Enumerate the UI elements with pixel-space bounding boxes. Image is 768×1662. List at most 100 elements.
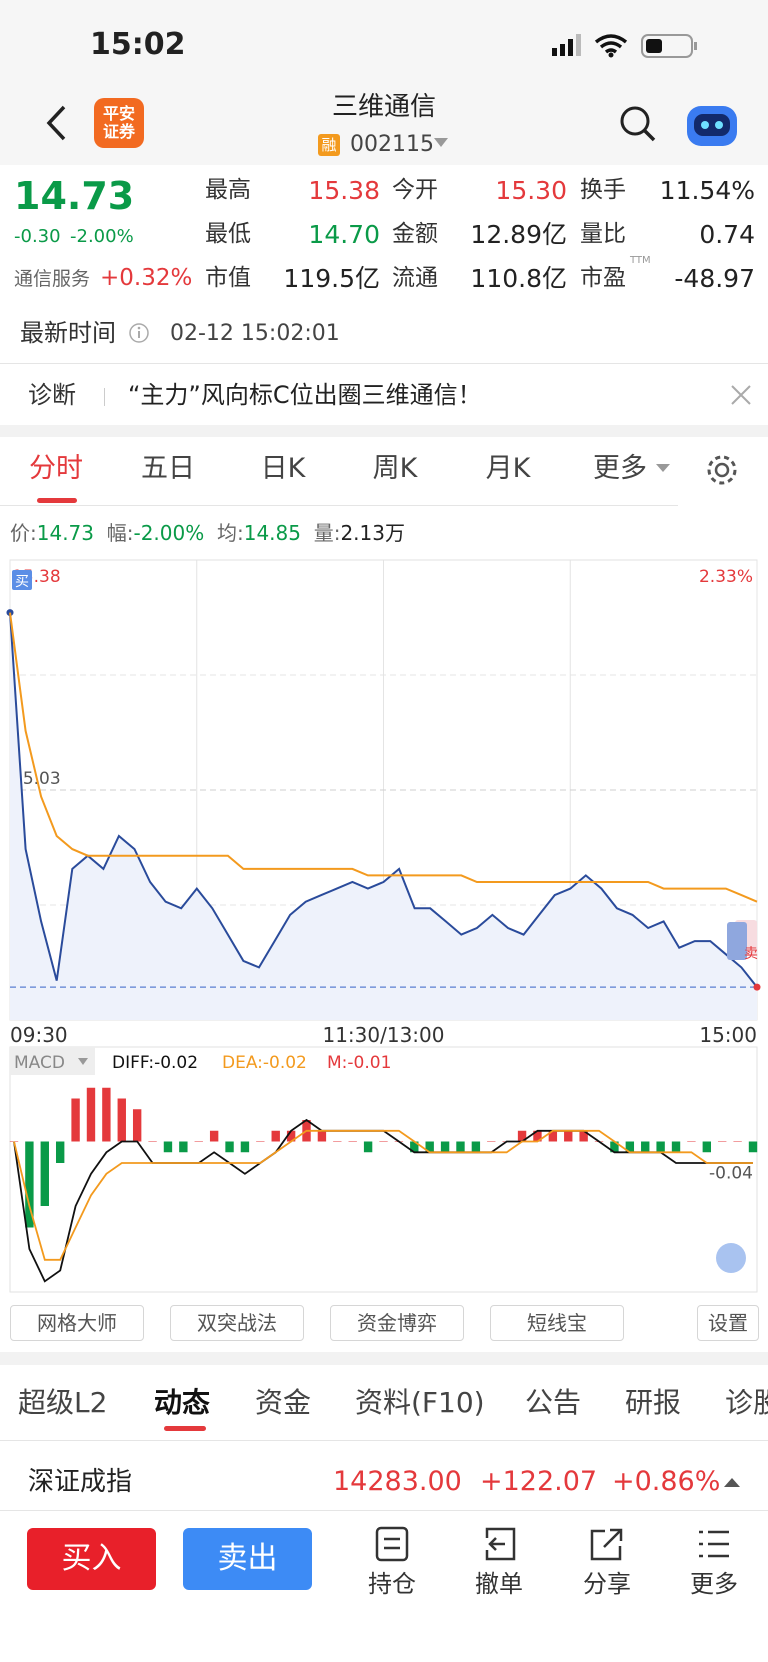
macd-bar <box>271 1130 280 1142</box>
trade-mark: 买 <box>15 574 29 590</box>
news-tab[interactable]: 公告 <box>525 1386 582 1419</box>
news-tab-clip: 诊股 <box>725 1389 768 1417</box>
summary-value: 14.85 <box>243 521 301 545</box>
expand-arrow[interactable] <box>724 1476 740 1488</box>
macd-bar <box>225 1141 234 1153</box>
search-button[interactable] <box>618 104 658 144</box>
summary-value: -2.00% <box>133 521 205 545</box>
open-dot <box>6 609 14 617</box>
macd-bar <box>625 1141 635 1153</box>
share-icon[interactable] <box>589 1526 625 1562</box>
broker-logo: 平安 证券 <box>94 98 144 148</box>
tool-button[interactable]: 资金博弈 <box>330 1305 464 1341</box>
tab-indicator <box>164 1426 206 1431</box>
tool-button[interactable]: 短线宝 <box>490 1305 624 1341</box>
update-time: 02-12 15:02:01 <box>170 321 340 346</box>
tool-button[interactable]: 设置 <box>697 1305 759 1341</box>
index-name: 深证成指 <box>28 1467 133 1497</box>
news-tab[interactable]: 研报 <box>625 1386 682 1419</box>
stat-value: 15.38 <box>308 176 380 205</box>
macd-bar <box>348 1141 357 1142</box>
settings-gear[interactable] <box>705 453 739 487</box>
stat-value: 119.5亿 <box>283 264 380 293</box>
more-icon[interactable] <box>696 1526 732 1562</box>
news-tab[interactable]: 超级L2 <box>18 1386 108 1419</box>
divider <box>104 388 105 406</box>
sector-change: +0.32% <box>100 265 193 291</box>
action-label[interactable]: 撤单 <box>475 1570 523 1598</box>
macd-bar <box>194 1141 203 1142</box>
charts: 09:3011:30/13:0015:0015.3815.0314.682.33… <box>6 559 761 1293</box>
macd-bar <box>440 1141 450 1153</box>
macd-bar <box>471 1141 481 1153</box>
y2-tick-label: 2.33% <box>699 567 753 587</box>
period-tab[interactable]: 更多 <box>593 453 647 484</box>
news-tab[interactable]: 资料(F10) <box>355 1386 485 1419</box>
sector-name: 通信服务 <box>14 268 91 290</box>
tool-button[interactable]: 双突战法 <box>170 1305 304 1341</box>
macd-bar <box>610 1141 619 1153</box>
assistant-robot[interactable] <box>684 100 740 150</box>
action-label[interactable]: 更多 <box>690 1570 738 1598</box>
stat-label: 换手 <box>580 177 626 203</box>
action-label[interactable]: 分享 <box>583 1570 631 1598</box>
buy-button[interactable]: 买入 <box>27 1528 156 1590</box>
cancel-icon[interactable] <box>481 1526 517 1562</box>
stat-label: 市盈 <box>580 265 626 291</box>
info-icon[interactable] <box>128 322 150 344</box>
macd-bar <box>564 1130 573 1142</box>
macd-bar <box>71 1098 80 1142</box>
logo-line: 证券 <box>102 122 135 141</box>
sell-button[interactable]: 卖出 <box>183 1528 312 1590</box>
period-tab[interactable]: 分时 <box>29 453 83 484</box>
macd-bar <box>209 1130 219 1142</box>
news-tab[interactable]: 动态 <box>154 1386 211 1419</box>
macd-bar <box>102 1087 111 1142</box>
macd-bar <box>517 1130 527 1142</box>
update-label: 最新时间 <box>20 319 116 347</box>
period-tab[interactable]: 日K <box>260 453 306 484</box>
macd-bar <box>363 1141 373 1153</box>
close-button[interactable] <box>730 384 752 406</box>
macd-bar <box>286 1130 296 1142</box>
price-change: -0.30 <box>14 226 61 247</box>
diagnosis-text[interactable]: “主力”风向标C位出圈三维通信！ <box>128 381 482 409</box>
macd-bar <box>132 1109 142 1142</box>
holdings-icon[interactable] <box>374 1526 410 1562</box>
index-change-pct: +0.86% <box>612 1466 721 1497</box>
news-tab[interactable]: 资金 <box>255 1386 312 1419</box>
x-tick-label: 09:30 <box>10 1023 68 1047</box>
stat-value: 14.70 <box>308 220 380 249</box>
macd-bar <box>548 1130 558 1142</box>
macd-bar <box>379 1141 388 1142</box>
stat-label: 市值 <box>205 265 251 291</box>
margin-badge: 融 <box>318 134 340 156</box>
y-tick-label: -0.04 <box>709 1164 753 1184</box>
macd-legend: DIFF:-0.02 <box>112 1053 198 1073</box>
period-tab[interactable]: 周K <box>372 453 418 484</box>
code-dropdown[interactable] <box>434 138 448 148</box>
macd-bar <box>733 1141 742 1142</box>
price-area <box>10 612 757 1020</box>
news-tab[interactable]: 诊股 <box>725 1389 768 1417</box>
stat-label: 量比 <box>580 221 626 247</box>
tool-button[interactable]: 网格大师 <box>10 1305 144 1341</box>
summary-value: 2.13万 <box>340 521 405 545</box>
divider <box>0 1440 768 1441</box>
macd-legend: M:-0.01 <box>327 1053 391 1073</box>
macd-bar <box>702 1141 712 1153</box>
action-label[interactable]: 持仓 <box>368 1570 416 1598</box>
section-gap <box>0 1352 768 1365</box>
summary-label: 幅: <box>106 521 134 545</box>
status-icons <box>552 34 697 58</box>
period-tab[interactable]: 五日 <box>141 453 195 484</box>
macd-bar <box>55 1141 65 1163</box>
macd-frame <box>9 1046 758 1293</box>
divider <box>0 505 678 506</box>
macd-legend: DEA:-0.02 <box>222 1053 307 1073</box>
stat-value: -48.97 <box>674 264 755 293</box>
back-button[interactable] <box>44 104 70 142</box>
stock-code: 002115 <box>350 132 434 157</box>
period-tab[interactable]: 月K <box>485 453 531 484</box>
